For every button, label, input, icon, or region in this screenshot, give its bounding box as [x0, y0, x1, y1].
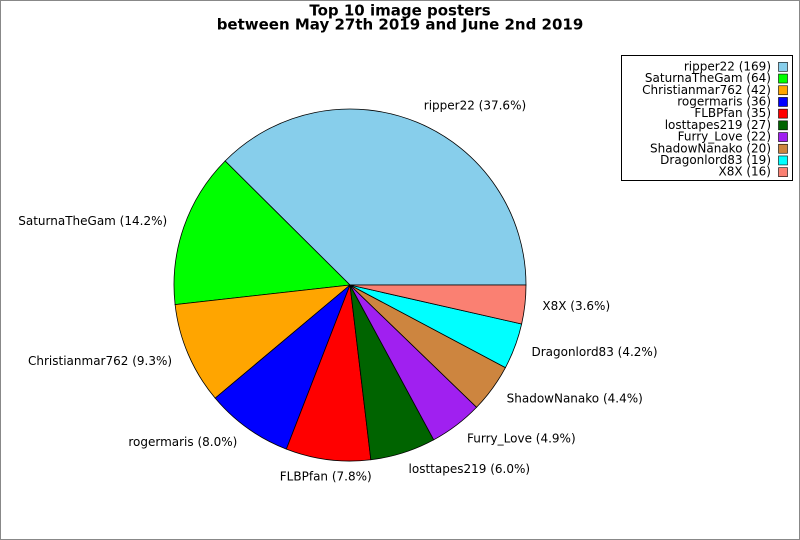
slice-label: Dragonlord83 (4.2%)	[531, 345, 657, 359]
legend-label: losttapes219 (27)	[665, 118, 771, 132]
legend-label: ripper22 (169)	[684, 59, 771, 73]
legend-swatch	[778, 97, 788, 107]
pie-slice	[214, 284, 351, 450]
legend-label: Furry_Love (22)	[678, 130, 771, 144]
slice-label: FLBPfan (7.8%)	[280, 470, 372, 484]
chart-subtitle: between May 27th 2019 and June 2nd 2019	[217, 16, 584, 34]
legend-label: FLBPfan (35)	[694, 106, 771, 120]
slice-label: SaturnaTheGam (14.2%)	[18, 214, 167, 228]
legend-swatch	[778, 62, 788, 72]
slice-label: rogermaris (8.0%)	[128, 435, 237, 449]
pie-slice	[174, 284, 352, 399]
legend-label: SaturnaTheGam (64)	[645, 71, 771, 85]
legend-swatch	[778, 73, 788, 84]
legend-swatch	[778, 143, 788, 154]
legend-label: rogermaris (36)	[677, 94, 771, 108]
slice-label: ShadowNanako (4.4%)	[507, 391, 643, 405]
slice-label: X8X (3.6%)	[542, 299, 610, 313]
pie-slice	[224, 108, 527, 286]
slice-label: losttapes219 (6.0%)	[409, 462, 531, 476]
slice-label: Christianmar762 (9.3%)	[28, 354, 172, 368]
legend-swatch	[778, 108, 788, 119]
legend-swatch	[778, 120, 788, 131]
legend-swatch	[778, 155, 788, 166]
legend-label: Christianmar762 (42)	[642, 83, 771, 97]
slice-label: Furry_Love (4.9%)	[467, 432, 576, 446]
slice-label: ripper22 (37.6%)	[424, 99, 526, 113]
legend-swatch	[778, 132, 788, 142]
chart-title: Top 10 image posters	[309, 2, 490, 20]
pie-slice	[173, 160, 351, 306]
legend-label: Dragonlord83 (19)	[660, 153, 771, 167]
legend-box	[621, 55, 793, 181]
legend-label: X8X (16)	[718, 165, 771, 179]
legend-swatch	[778, 167, 788, 177]
pie-slice	[349, 284, 527, 325]
legend-label: ShadowNanako (20)	[650, 141, 771, 155]
legend-swatch	[778, 85, 788, 96]
